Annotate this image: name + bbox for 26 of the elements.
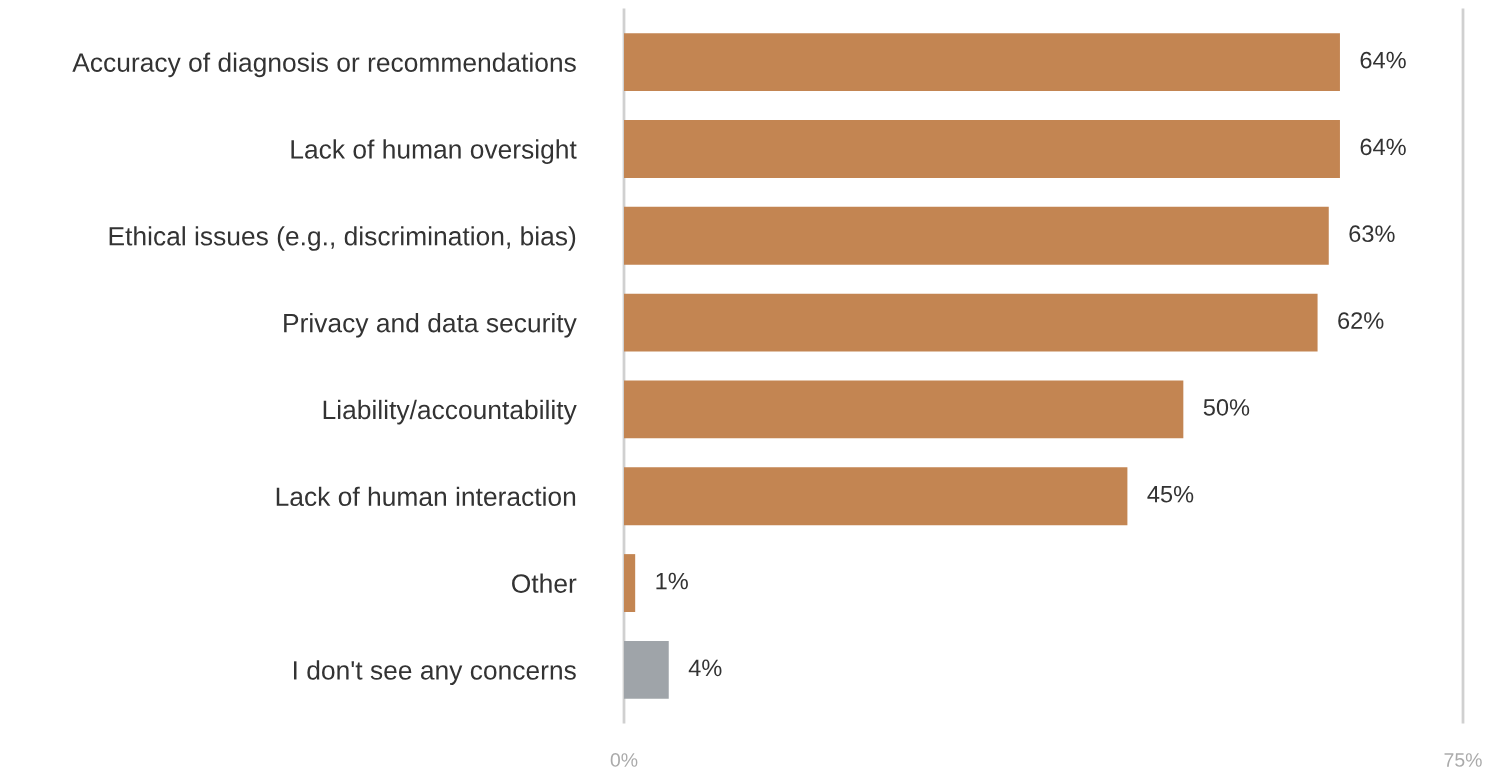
x-tick-label: 0% xyxy=(610,753,638,767)
bar xyxy=(624,640,669,699)
bar xyxy=(624,293,1318,352)
y-tick-label: Liability/accountability xyxy=(323,399,577,425)
bar xyxy=(624,119,1340,178)
bar xyxy=(624,467,1128,526)
data-label: 45% xyxy=(1147,485,1194,503)
y-tick-label: Accuracy of diagnosis or recommendations xyxy=(72,52,576,78)
bar xyxy=(624,554,636,613)
y-tick-label: Privacy and data security xyxy=(284,313,577,338)
data-label: 64% xyxy=(1360,138,1406,156)
bar xyxy=(624,33,1340,92)
y-tick-label: Lack of human interaction xyxy=(276,486,576,507)
bar xyxy=(624,206,1329,265)
y-tick-label: Lack of human oversight xyxy=(291,139,577,164)
y-tick-label: I don't see any concerns xyxy=(294,660,576,685)
data-label: 4% xyxy=(688,659,722,677)
data-label: 63% xyxy=(1349,225,1395,243)
y-tick-label: Ethical issues (e.g., discrimination, bias) xyxy=(109,226,576,251)
data-label: 1% xyxy=(656,572,688,590)
data-label: 62% xyxy=(1338,312,1384,329)
bar xyxy=(624,380,1184,439)
data-label: 50% xyxy=(1203,399,1250,416)
y-tick-label: Other xyxy=(512,573,577,593)
x-tick-label: 75% xyxy=(1444,753,1482,767)
data-label: 64% xyxy=(1360,51,1406,69)
